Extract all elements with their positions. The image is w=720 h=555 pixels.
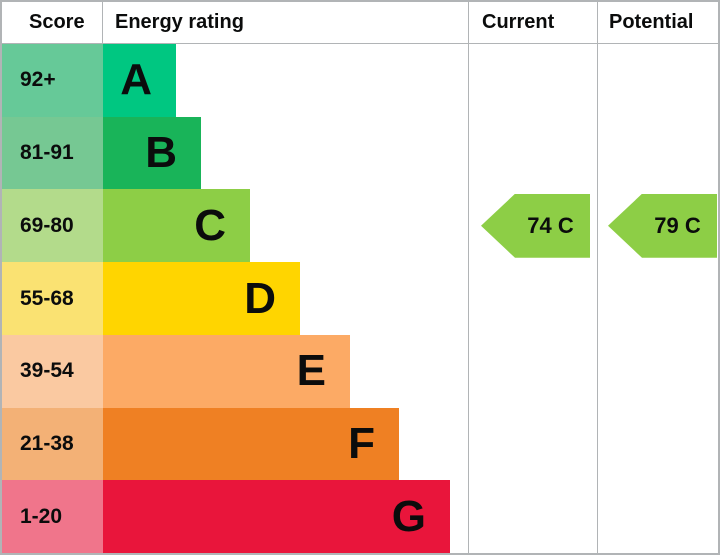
band-bar: E (103, 334, 350, 408)
band-row: 39-54 E (2, 334, 718, 408)
band-bar: F (103, 407, 399, 481)
band-score-range: 39-54 (2, 334, 103, 408)
band-score-range: 69-80 (2, 189, 103, 263)
band-bar: G (103, 480, 450, 553)
band-score-range: 21-38 (2, 407, 103, 481)
current-rating-arrow: 74 C (481, 193, 590, 258)
column-divider-current (468, 2, 469, 553)
band-bar: B (103, 116, 201, 190)
band-bar: A (103, 44, 176, 117)
band-rows-container: 92+ A 81-91 B 69-80 C 74 C 79 C 55-68 D 3… (2, 44, 718, 553)
column-divider-potential (597, 2, 598, 553)
potential-rating-arrow: 79 C (608, 193, 717, 258)
band-row: 81-91 B (2, 116, 718, 190)
band-row: 21-38 F (2, 407, 718, 481)
band-row: 1-20 G (2, 480, 718, 553)
header-potential: Potential (609, 11, 694, 33)
band-row: 69-80 C 74 C 79 C (2, 189, 718, 263)
band-row: 92+ A (2, 44, 718, 117)
band-bar: C (103, 189, 250, 263)
band-score-range: 81-91 (2, 116, 103, 190)
header-energy-rating: Energy rating (115, 11, 244, 33)
band-score-range: 1-20 (2, 480, 103, 553)
band-score-range: 92+ (2, 44, 103, 117)
band-bar: D (103, 262, 300, 335)
band-row: 55-68 D (2, 262, 718, 335)
band-score-range: 55-68 (2, 262, 103, 335)
chart-header: Score Energy rating Current Potential (2, 2, 718, 44)
header-current: Current (482, 11, 555, 33)
header-score: Score (2, 2, 103, 43)
